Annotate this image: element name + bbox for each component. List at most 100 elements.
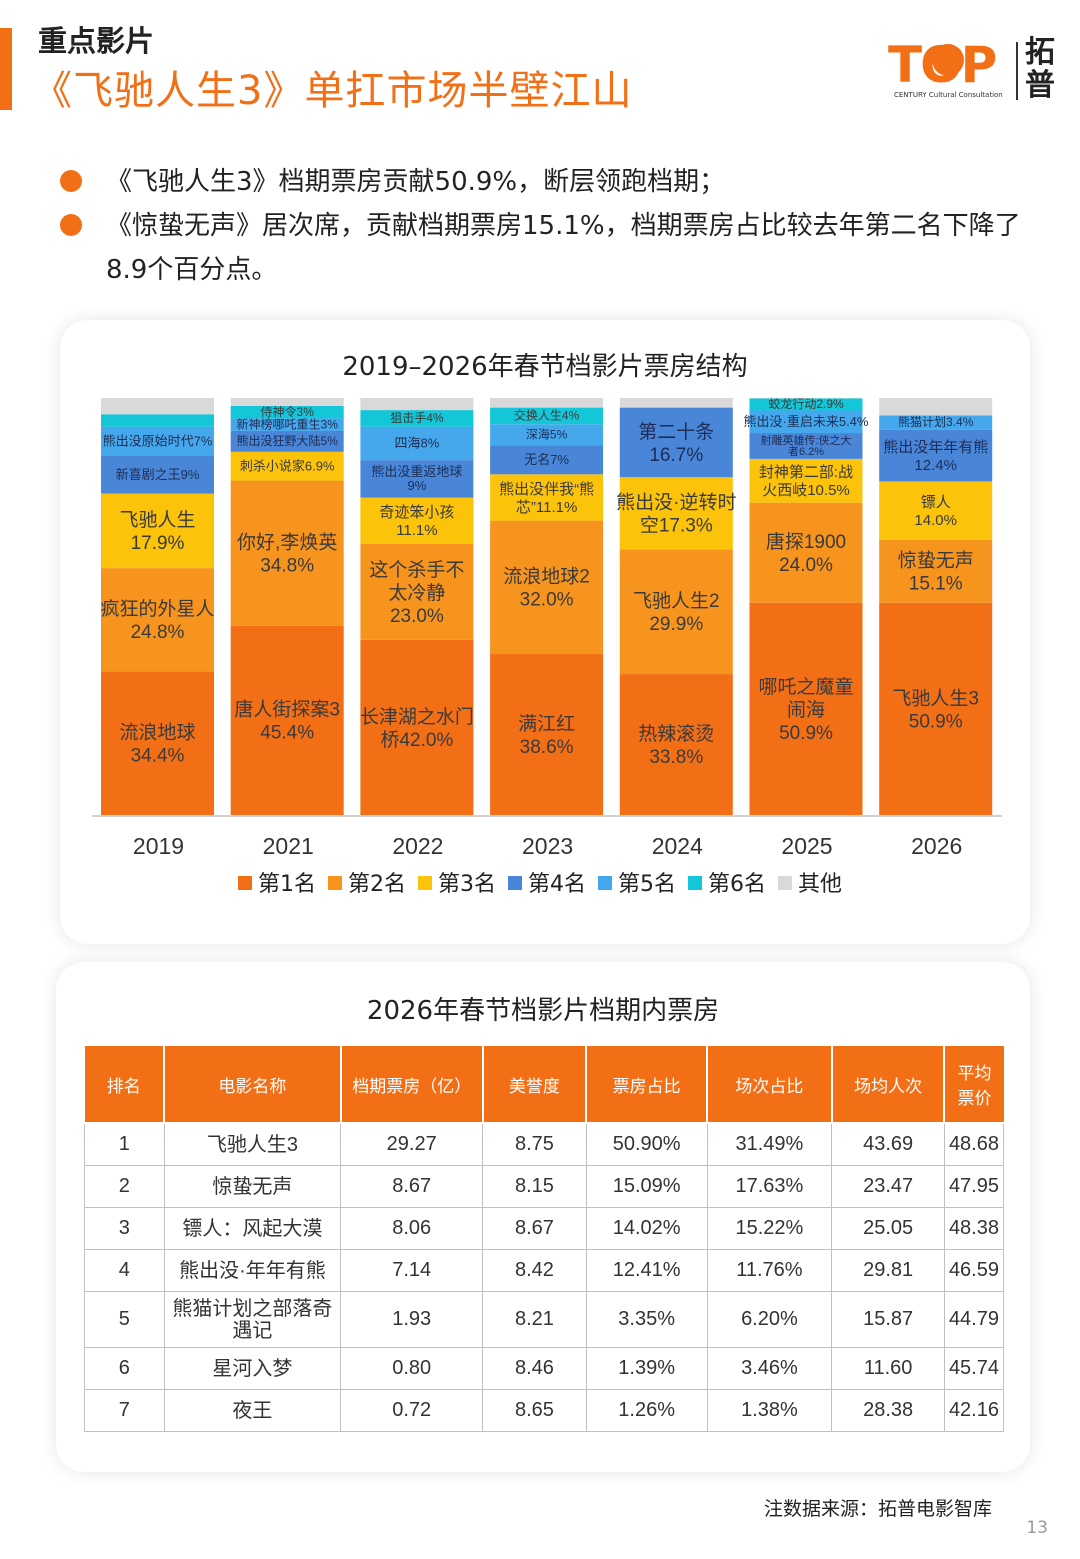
bar-data-label: 飞驰人生2 29.9% bbox=[633, 590, 720, 635]
bar-segment-2026-1 bbox=[879, 602, 993, 815]
bar-segment-2024-3 bbox=[619, 477, 733, 550]
table-row: 2 惊蛰无声 8.67 8.15 15.09% 17.63% 23.47 47.95 bbox=[84, 1165, 1005, 1208]
bar-data-label: 唐人街探案3 45.4% bbox=[234, 699, 340, 744]
table-row: 4 熊出没·年年有熊 7.14 8.42 12.41% 11.76% 29.81 46.59 bbox=[84, 1249, 1005, 1292]
table-cell: 48.68 bbox=[943, 1122, 1005, 1166]
legend-label: 第2名 bbox=[347, 872, 406, 897]
table-cell: 25.05 bbox=[831, 1207, 945, 1250]
table-title: 2026年春节档影片档期内票房 bbox=[366, 996, 720, 1026]
logo-wordmark: TOP bbox=[888, 36, 997, 94]
table-cell: 8.42 bbox=[482, 1249, 587, 1292]
bar-label-line: 第二十条 bbox=[638, 421, 714, 443]
bar-data-label: 熊出没原始时代7% bbox=[103, 434, 213, 449]
chart-title: 2019–2026年春节档影片票房结构 bbox=[342, 352, 748, 382]
bar-label-line: 长津湖之水门 bbox=[360, 706, 474, 728]
bar-data-label: 无名7% bbox=[524, 452, 569, 467]
bar-data-label: 流浪地球2 32.0% bbox=[503, 566, 590, 611]
table-cell: 29.27 bbox=[340, 1122, 484, 1166]
table-cell: 12.41% bbox=[585, 1249, 708, 1292]
bar-data-label: 热辣滚烫 33.8% bbox=[638, 723, 714, 768]
bar-label-line: 33.8% bbox=[649, 747, 703, 768]
bar-label-line: 29.9% bbox=[649, 614, 703, 635]
bar-label-line: 疯狂的外星人 bbox=[100, 598, 214, 620]
bar-label-line: 空17.3% bbox=[640, 515, 713, 537]
bullet-item: 《飞驰人生3》档期票房贡献50.9%，断层领跑档期； bbox=[60, 160, 1040, 204]
bar-segment-2023-3 bbox=[490, 474, 604, 521]
bar-segment-2022-5 bbox=[360, 426, 474, 461]
bar-segment-2026-4 bbox=[879, 429, 993, 482]
stacked-bar-chart: 流浪地球 34.4% 疯狂的外星人 24.8% 飞驰人生 17.9% 新喜剧之王9% 熊出没原… bbox=[92, 396, 1002, 859]
table-cell: 6.20% bbox=[706, 1291, 833, 1348]
bar-label-line: 飞驰人生3 bbox=[892, 687, 979, 709]
top-logo: TOP CENTURY Cultural Consultation 拓普 bbox=[888, 36, 1063, 106]
table-cell: 1.26% bbox=[585, 1389, 708, 1432]
bar-segment-2024-4 bbox=[619, 407, 733, 478]
movie-name-cell: 星河入梦 bbox=[163, 1347, 342, 1390]
table-cell: 45.74 bbox=[943, 1347, 1005, 1390]
bar-data-label: 封神第二部:战火西岐10.5% bbox=[759, 463, 853, 499]
bar-label-line: 32.0% bbox=[520, 590, 574, 611]
x-tick-label: 2025 bbox=[781, 833, 832, 859]
col-header: 场次占比 bbox=[706, 1046, 833, 1124]
bar-label-line: 流浪地球2 bbox=[503, 566, 590, 588]
table-cell: 29.81 bbox=[831, 1249, 945, 1292]
bar-label-line: 16.7% bbox=[649, 445, 703, 466]
bar-segment-2023-4 bbox=[490, 445, 604, 475]
bar-segment-2024-1 bbox=[619, 674, 733, 815]
legend-item: 其他 bbox=[777, 866, 842, 898]
bar-label-line: 你好,李焕英 bbox=[237, 532, 337, 554]
bar-data-label: 流浪地球 34.4% bbox=[119, 722, 195, 767]
table-cell: 50.90% bbox=[585, 1122, 708, 1166]
legend-swatch-icon bbox=[597, 876, 612, 890]
table-cell: 3.46% bbox=[706, 1347, 833, 1390]
table-cell: 8.67 bbox=[340, 1165, 484, 1208]
bar-label-line: 34.4% bbox=[131, 746, 185, 767]
bar-data-label: 新喜剧之王9% bbox=[116, 467, 200, 482]
bar-label-line: 9% bbox=[408, 478, 427, 493]
col-header: 票房占比 bbox=[585, 1046, 709, 1124]
bar-segment-2021-2 bbox=[230, 480, 344, 626]
logo-subtitle: CENTURY Cultural Consultation bbox=[894, 91, 1003, 99]
logo-mark-icon bbox=[932, 44, 964, 76]
bar-segment-2021-3 bbox=[230, 451, 344, 481]
table-cell: 8.67 bbox=[482, 1207, 587, 1250]
bar-label-line: 狙击手4% bbox=[390, 411, 444, 425]
table-cell: 28.38 bbox=[831, 1389, 945, 1432]
bar-label-line: 50.9% bbox=[909, 711, 963, 732]
bar-segment-2024-7 bbox=[619, 398, 733, 408]
logo-chinese: 拓普 bbox=[1025, 35, 1055, 103]
table-row: 5 熊猫计划之部落奇遇记 1.93 8.21 3.35% 6.20% 15.87 44.79 bbox=[84, 1291, 1005, 1348]
bar-data-label: 飞驰人生 17.9% bbox=[119, 509, 195, 554]
table-cell: 1.93 bbox=[340, 1291, 484, 1348]
bar-label-line: 这个杀手不 bbox=[369, 559, 464, 581]
bar-data-label: 深海5% bbox=[526, 426, 568, 441]
legend-swatch-icon bbox=[507, 876, 522, 890]
bar-segment-2026-3 bbox=[879, 481, 993, 540]
table-cell: 46.59 bbox=[943, 1249, 1005, 1292]
table-cell: 1 bbox=[84, 1122, 165, 1166]
table-cell: 3.35% bbox=[585, 1291, 708, 1348]
bar-segment-2022-2 bbox=[360, 543, 474, 640]
table-cell: 0.80 bbox=[340, 1347, 484, 1390]
bar-label-line: 刺杀小说家6.9% bbox=[240, 458, 335, 473]
bar-data-label: 狙击手4% bbox=[390, 411, 444, 425]
legend-item: 第4名 bbox=[507, 866, 586, 898]
bar-label-line: 熊出没年年有熊 bbox=[883, 439, 988, 456]
table-row: 7 夜王 0.72 8.65 1.26% 1.38% 28.38 42.16 bbox=[84, 1389, 1005, 1432]
table-cell: 6 bbox=[84, 1347, 165, 1390]
bar-segment-2019-2 bbox=[101, 568, 214, 672]
bar-label-line: 45.4% bbox=[260, 723, 314, 744]
bar-segment-2025-5 bbox=[749, 410, 863, 434]
bar-segment-2022-4 bbox=[360, 460, 474, 498]
bar-label-line: 11.1% bbox=[396, 522, 437, 539]
table-cell: 8.21 bbox=[482, 1291, 587, 1348]
table-cell: 1.38% bbox=[706, 1389, 833, 1432]
bar-segment-2019-7 bbox=[101, 398, 214, 415]
bar-segment-2019-1 bbox=[101, 671, 214, 815]
bar-label-line: 者6.2% bbox=[788, 445, 824, 458]
bullet-text: 《飞驰人生3》档期票房贡献50.9%，断层领跑档期； bbox=[106, 167, 726, 197]
legend-label: 第3名 bbox=[437, 872, 496, 897]
table-cell: 31.49% bbox=[706, 1122, 833, 1166]
col-header: 排名 bbox=[84, 1046, 166, 1124]
table-header-row: 排名 电影名称 档期票房（亿） 美誉度 票房占比 场次占比 场均人次 平均票价 bbox=[84, 1046, 1004, 1124]
